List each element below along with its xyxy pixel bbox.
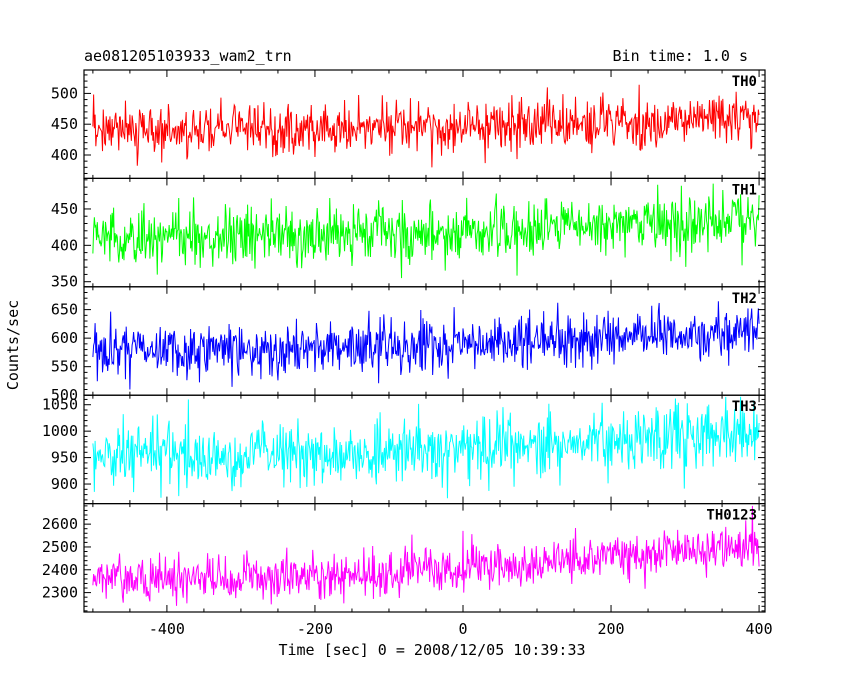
bin-time-label: Bin time: 1.0 s [613, 47, 748, 65]
panels: 400 450 500 TH0 350 400 450 TH1 500 550 600 650 TH2 9… [42, 69, 766, 613]
y-tick-label: 550 [51, 358, 78, 376]
y-tick-label: 2400 [42, 561, 78, 579]
y-tick-label: 1000 [42, 422, 78, 440]
x-tick-label: 0 [458, 620, 467, 638]
panel-label-th3: TH3 [732, 399, 757, 415]
y-tick-label: 450 [51, 200, 78, 218]
series-line-th0123 [92, 505, 760, 606]
panel-th3: 900 950 1000 1050 TH3 [42, 394, 766, 505]
y-tick-label: 2500 [42, 538, 78, 556]
y-tick-label: 450 [51, 115, 78, 133]
panel-th2: 500 550 600 650 TH2 [51, 286, 766, 404]
y-tick-label: 400 [51, 236, 78, 254]
y-axis-label: Counts/sec [4, 300, 22, 390]
series-line-th1 [92, 183, 760, 279]
x-tick-label: -200 [297, 620, 333, 638]
panel-th0: 400 450 500 TH0 [51, 69, 766, 180]
x-tick-label: 200 [597, 620, 624, 638]
panel-frame [83, 503, 766, 613]
x-tick-label: 400 [746, 620, 773, 638]
x-tick-label: -400 [149, 620, 185, 638]
series-line-th3 [92, 396, 760, 499]
panel-label-th0123: TH0123 [706, 508, 757, 524]
x-axis: -400 -200 0 200 400 [149, 620, 773, 638]
panel-label-th2: TH2 [732, 291, 757, 307]
y-tick-label: 2300 [42, 584, 78, 602]
panel-th0123: 2300 2400 2500 2600 TH0123 [42, 503, 766, 613]
y-tick-label: 400 [51, 146, 78, 164]
chart-title: ae081205103933_wam2_trn [84, 47, 292, 65]
panel-label-th0: TH0 [732, 74, 757, 90]
y-tick-label: 1050 [42, 396, 78, 414]
series-line-th2 [92, 301, 760, 390]
y-tick-label: 500 [51, 386, 78, 404]
y-tick-label: 600 [51, 329, 78, 347]
x-axis-label: Time [sec] 0 = 2008/12/05 10:39:33 [278, 641, 585, 659]
y-tick-label: 950 [51, 449, 78, 467]
series-line-th0 [92, 84, 760, 168]
panel-label-th1: TH1 [732, 182, 757, 198]
y-tick-label: 2600 [42, 515, 78, 533]
y-tick-label: 500 [51, 84, 78, 102]
y-tick-label: 350 [51, 273, 78, 291]
panel-th1: 350 400 450 TH1 [51, 177, 766, 291]
y-tick-label: 650 [51, 301, 78, 319]
y-tick-label: 900 [51, 475, 78, 493]
